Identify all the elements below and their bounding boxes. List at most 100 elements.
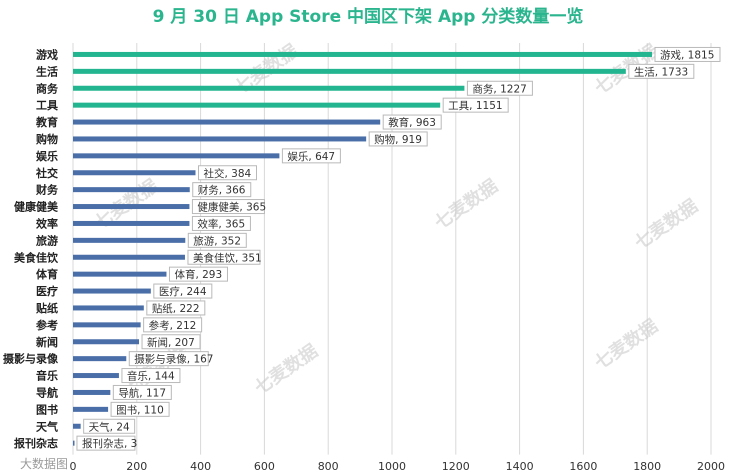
bar [73,153,280,159]
data-label-box [143,317,203,333]
data-label-box [146,300,206,316]
bar [73,254,185,260]
category-label: 效率 [36,216,58,230]
watermark-text: 七麦数据 [630,195,702,254]
category-label: 游戏 [36,47,58,61]
category-label: 摄影与录像 [3,352,59,366]
x-tick-label: 1800 [633,460,661,473]
x-tick-label: 1200 [442,460,470,473]
x-tick-label: 800 [318,460,339,473]
bar-layer [73,51,652,446]
category-label: 工具 [36,99,58,112]
bar [73,68,626,74]
bar [73,170,196,176]
data-label: 报刊杂志, 3 [82,437,137,450]
category-label: 图书 [36,402,58,416]
data-label: 音乐, 144 [127,370,175,383]
data-label: 财务, 366 [198,184,246,197]
x-tick-label: 1000 [378,460,406,473]
data-label: 效率, 365 [197,217,245,230]
bar [73,119,381,125]
x-tick-label: 2000 [697,460,725,473]
category-label: 贴纸 [35,301,58,315]
watermark-text: 七麦数据 [430,175,502,234]
data-label: 新闻, 207 [147,336,195,349]
bar [73,339,140,345]
data-label: 生活, 1733 [634,65,688,78]
category-label: 医疗 [36,284,58,298]
data-label: 旅游, 352 [193,234,241,247]
data-label-box [187,232,247,248]
data-label: 社交, 384 [203,167,251,180]
data-label: 医疗, 244 [159,285,207,298]
bottom-watermark: 大数据图 [20,456,68,471]
data-label-box [191,215,251,231]
category-label: 参考 [36,318,58,332]
category-label: 体育 [36,267,58,281]
data-label-box [382,114,442,130]
bar [73,373,119,379]
data-label: 摄影与录像, 167 [134,353,213,366]
bar [73,237,186,243]
data-label-box [76,435,136,451]
bar [73,85,465,91]
data-label: 导航, 117 [118,386,166,399]
data-label-box [110,401,170,417]
data-label: 图书, 110 [116,404,164,416]
x-tick-label: 1400 [506,460,534,473]
data-label-box [168,266,228,282]
bar [73,322,141,328]
data-label: 购物, 919 [374,133,422,146]
data-label: 健康健美, 365 [197,201,266,214]
bar [73,305,144,311]
data-label-box [192,182,252,198]
data-label-box [281,148,341,164]
category-label: 生活 [36,64,58,78]
category-label: 旅游 [36,233,58,247]
bar [73,423,81,429]
bar [73,440,75,446]
bar [73,204,190,210]
data-label: 工具, 1151 [448,100,502,112]
data-label-box [191,199,265,215]
x-tick-label: 400 [190,460,211,473]
x-tick-label: 200 [126,460,147,473]
data-label-box [128,351,209,367]
category-label: 美食佳饮 [14,250,59,264]
data-label-box [121,368,181,384]
data-label-box [187,249,261,265]
data-label-box [628,63,695,79]
data-label-box [112,384,172,400]
x-tick-label: 600 [254,460,275,473]
bar [73,102,441,108]
bar [73,356,127,362]
category-label: 购物 [36,132,58,146]
bar [73,271,167,277]
bar [73,51,652,57]
data-label: 美食佳饮, 351 [193,251,262,264]
category-label: 教育 [35,115,58,129]
data-label: 娱乐, 647 [287,150,335,163]
watermark-text: 七麦数据 [250,340,322,399]
bar [73,288,151,294]
label-layer: 游戏 游戏, 1815 生活 生活, 1733 商务 商务, 1227 工具 工具, 1151… [3,46,721,451]
data-label-box [654,46,721,62]
watermark-text: 七麦数据 [590,315,662,374]
data-label: 体育, 293 [174,268,222,281]
category-label: 商务 [36,81,59,95]
tick-layer: 0 200 400 600 800 1000 1200 1400 1600 1800 2000 [70,460,726,473]
category-label: 报刊杂志 [14,436,58,450]
category-label: 健康健美 [14,200,59,214]
data-label: 天气, 24 [89,420,130,433]
category-label: 导航 [36,385,58,399]
category-label: 天气 [36,419,58,433]
bar [73,389,111,395]
chart-title: 9 月 30 日 App Store 中国区下架 App 分类数量一览 [153,6,584,27]
data-label-box [141,334,201,350]
data-label-box [466,80,533,96]
bar [73,220,190,226]
data-label: 游戏, 1815 [660,48,714,61]
data-label-box [197,165,257,181]
data-label-box [83,418,136,434]
